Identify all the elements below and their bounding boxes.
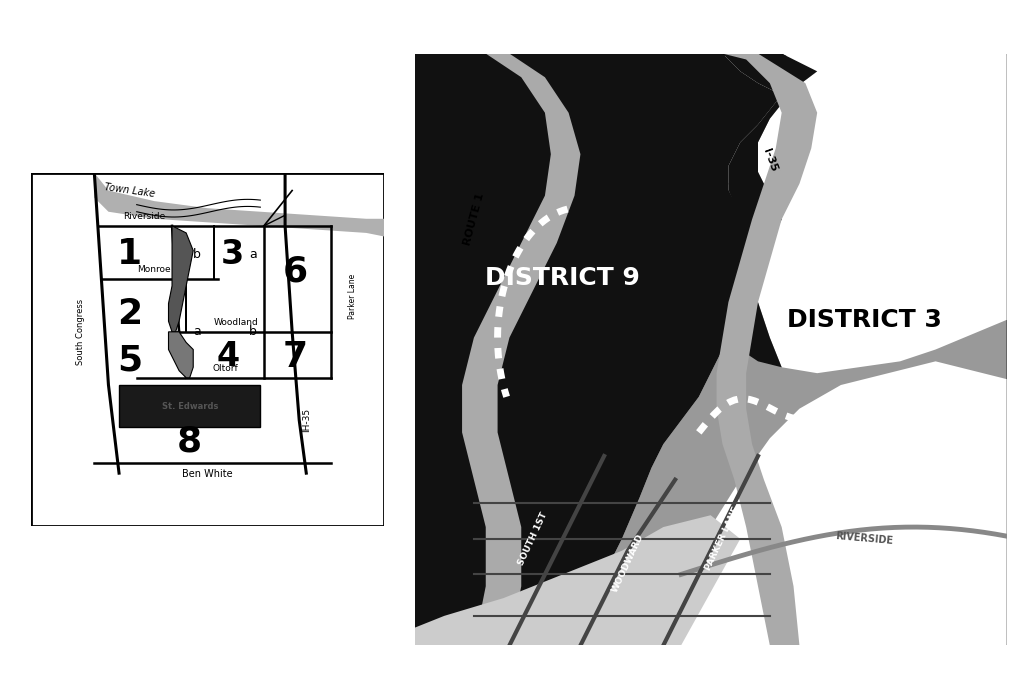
Text: b: b (250, 325, 257, 338)
Polygon shape (169, 332, 194, 377)
Polygon shape (723, 54, 817, 367)
Text: IH-35: IH-35 (302, 408, 310, 432)
Text: WOODWARD: WOODWARD (610, 532, 645, 593)
Text: PARKER LANE: PARKER LANE (703, 505, 741, 572)
Polygon shape (94, 173, 384, 236)
Text: RIVERSIDE: RIVERSIDE (836, 531, 894, 547)
Polygon shape (119, 385, 260, 427)
Polygon shape (651, 361, 1007, 645)
Text: 4: 4 (217, 340, 240, 373)
Polygon shape (415, 54, 1007, 645)
Polygon shape (415, 515, 740, 645)
Text: Parker Lane: Parker Lane (348, 274, 356, 319)
Polygon shape (169, 226, 194, 332)
Text: DISTRICT 3: DISTRICT 3 (787, 308, 942, 332)
Text: South Congress: South Congress (76, 298, 85, 365)
Text: SOUTH 1ST: SOUTH 1ST (517, 511, 549, 567)
Polygon shape (462, 54, 581, 645)
Text: a: a (193, 325, 201, 338)
Polygon shape (758, 54, 1007, 373)
Text: Woodland: Woodland (213, 318, 258, 326)
Text: 1: 1 (117, 237, 142, 271)
Text: Town Lake: Town Lake (103, 182, 156, 199)
Text: 5: 5 (117, 343, 142, 377)
Text: 6: 6 (283, 254, 308, 289)
Text: ROUTE 1: ROUTE 1 (462, 192, 485, 247)
Text: Monroe: Monroe (137, 265, 171, 274)
Text: 8: 8 (177, 424, 203, 459)
Text: 3: 3 (220, 238, 244, 271)
Text: Riverside: Riverside (123, 212, 165, 221)
Text: I-35: I-35 (761, 147, 778, 173)
Text: DISTRICT 9: DISTRICT 9 (485, 266, 640, 291)
Text: b: b (193, 247, 201, 261)
Text: Ben White: Ben White (182, 469, 232, 479)
Text: a: a (250, 247, 257, 261)
Text: St. Edwards: St. Edwards (162, 401, 218, 410)
Polygon shape (415, 54, 781, 645)
Text: 2: 2 (117, 297, 142, 331)
Polygon shape (717, 54, 817, 645)
Text: Oltorf: Oltorf (212, 363, 238, 373)
Text: 7: 7 (283, 340, 308, 373)
